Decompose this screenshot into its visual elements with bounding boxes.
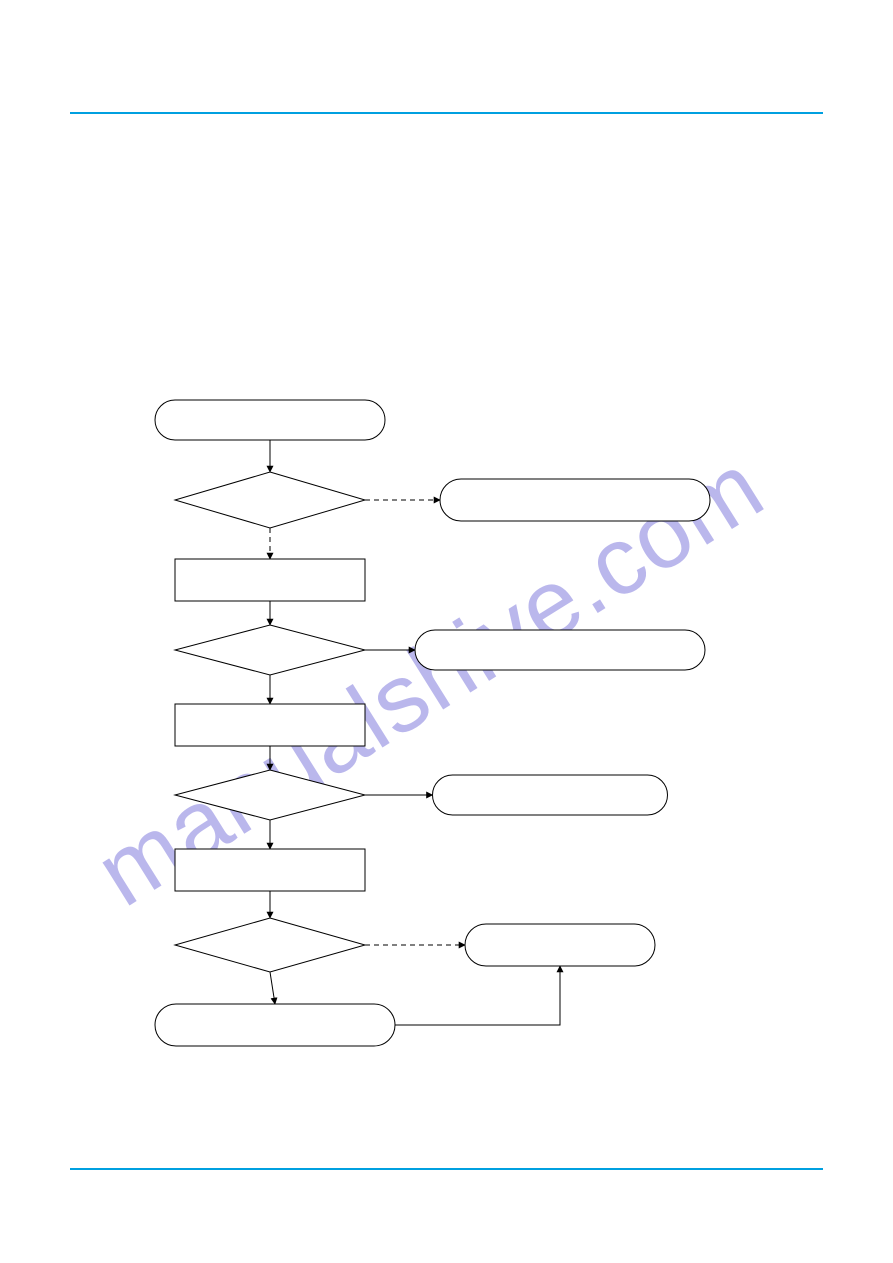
node-t3 [433,775,668,815]
node-t1 [440,479,710,521]
node-start [155,400,385,440]
node-end [155,1004,395,1046]
node-d1 [175,472,365,528]
node-p1 [175,559,365,601]
flowchart-nodes [155,400,710,1046]
flowchart-canvas [0,0,893,1263]
node-p3 [175,849,365,891]
node-t4 [465,924,655,966]
edge-end-t4 [395,966,560,1025]
edge-d4-end [270,972,275,1004]
node-d2 [175,625,365,675]
node-t2 [415,630,705,670]
node-d3 [175,770,365,820]
node-d4 [175,918,365,972]
node-p2 [175,704,365,746]
